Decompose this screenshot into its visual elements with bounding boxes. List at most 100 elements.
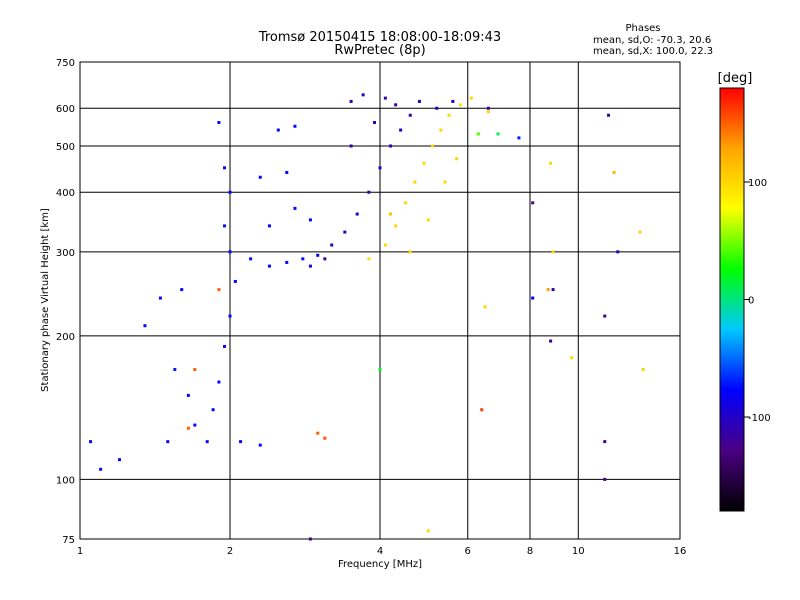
data-point (549, 339, 553, 343)
data-point (293, 124, 297, 128)
data-point (603, 440, 607, 444)
data-point (316, 431, 320, 435)
chart-title: Tromsø 20150415 18:08:00-18:09:43 (258, 30, 501, 45)
data-point (323, 436, 327, 440)
data-point (193, 367, 197, 371)
phases-stats-o: mean, sd,O: -70.3, 20.6 (593, 35, 711, 46)
data-point (394, 103, 398, 107)
chart-subtitle: RwPretec (8p) (334, 43, 425, 58)
data-point (117, 458, 121, 462)
data-point (217, 288, 221, 292)
data-point (616, 250, 620, 254)
data-point (217, 380, 221, 384)
colorbar-tick-label: -100 (748, 413, 771, 424)
data-point (546, 288, 550, 292)
data-point (276, 128, 280, 132)
x-tick-label: 16 (674, 546, 687, 557)
data-point (641, 367, 645, 371)
data-point (217, 121, 221, 125)
y-tick-label: 500 (56, 142, 75, 153)
colorbar-tick-label: 0 (748, 296, 754, 307)
data-point (394, 224, 398, 228)
data-point (378, 166, 382, 170)
data-point (361, 93, 365, 97)
data-point (99, 467, 103, 471)
data-point (258, 175, 262, 179)
data-point (603, 477, 607, 481)
data-point (551, 288, 555, 292)
data-point (228, 190, 232, 194)
data-point (403, 201, 407, 205)
data-point (476, 132, 480, 136)
data-point (193, 423, 197, 427)
data-point (383, 243, 387, 247)
data-point (389, 212, 393, 216)
data-point (607, 113, 611, 117)
data-point (223, 224, 227, 228)
data-point (205, 440, 209, 444)
data-point (480, 408, 484, 412)
data-point (435, 106, 439, 110)
data-point (285, 170, 289, 174)
data-point (233, 279, 237, 283)
data-point (308, 264, 312, 268)
colorbar (719, 87, 745, 512)
phases-header: Phases (625, 23, 660, 34)
data-point (258, 443, 262, 447)
data-point (408, 113, 412, 117)
data-point (603, 314, 607, 318)
data-points (89, 93, 645, 541)
data-point (349, 99, 353, 103)
data-point (426, 529, 430, 533)
data-point (517, 136, 521, 140)
data-point (349, 144, 353, 148)
y-tick-label: 300 (56, 248, 75, 259)
data-point (186, 426, 190, 430)
data-point (343, 230, 347, 234)
data-point (531, 296, 535, 300)
data-point (293, 206, 297, 210)
data-point (638, 230, 642, 234)
data-point (612, 170, 616, 174)
data-point (443, 180, 447, 184)
data-point (413, 180, 417, 184)
y-tick-label: 600 (56, 104, 75, 115)
data-point (422, 161, 426, 165)
data-point (267, 264, 271, 268)
data-point (211, 408, 215, 412)
data-point (316, 253, 320, 257)
data-point (186, 393, 190, 397)
data-point (383, 96, 387, 100)
data-point (228, 314, 232, 318)
data-point (408, 250, 412, 254)
data-point (330, 243, 334, 247)
data-point (378, 367, 382, 371)
data-point (531, 201, 535, 205)
data-point (373, 121, 377, 125)
data-point (180, 288, 184, 292)
grid-lines (80, 62, 680, 539)
data-point (458, 103, 462, 107)
y-tick-label: 200 (56, 332, 75, 343)
y-tick-label: 750 (56, 58, 75, 69)
data-point (308, 218, 312, 222)
x-axis-label: Frequency [MHz] (338, 559, 422, 570)
data-point (158, 296, 162, 300)
data-point (431, 144, 435, 148)
y-tick-label: 100 (56, 475, 75, 486)
data-point (223, 166, 227, 170)
data-point (249, 257, 253, 261)
data-point (367, 257, 371, 261)
data-point (228, 250, 232, 254)
data-point (323, 257, 327, 261)
data-point (143, 324, 147, 328)
y-tick-label: 75 (62, 535, 75, 546)
data-point (483, 305, 487, 309)
data-point (223, 344, 227, 348)
colorbar-label: [deg] (718, 71, 753, 86)
data-point (496, 132, 500, 136)
x-tick-label: 2 (227, 546, 233, 557)
y-tick-label: 400 (56, 188, 75, 199)
colorbar-ticks: 100 0 -100 (744, 178, 771, 424)
